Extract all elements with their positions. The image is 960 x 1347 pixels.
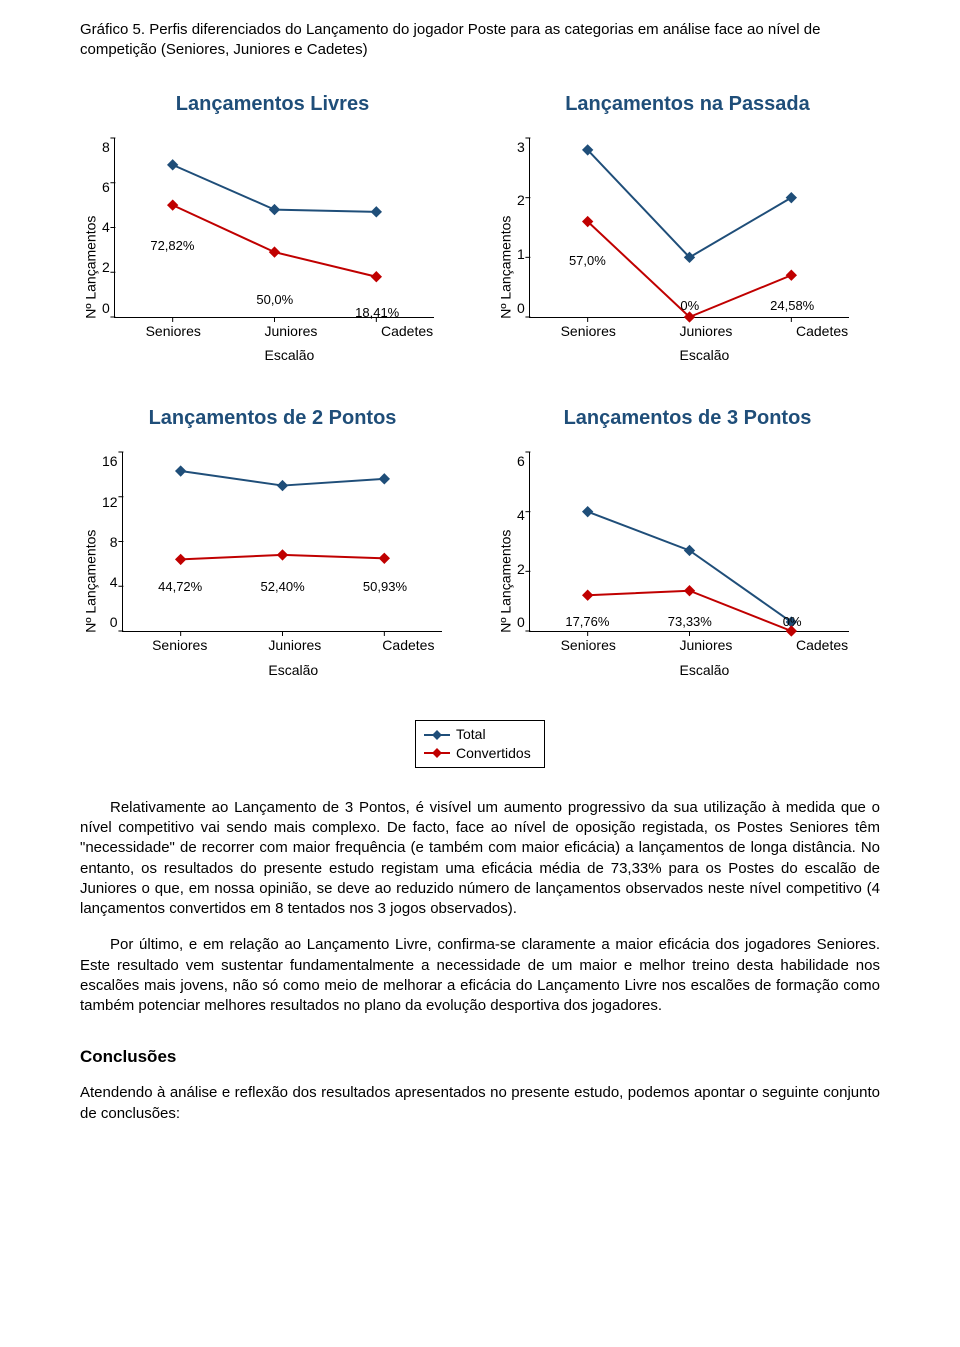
- paragraph-2: Por último, e em relação ao Lançamento L…: [80, 935, 880, 1016]
- x-axis-labels: SenioresJunioresCadetes: [529, 636, 880, 655]
- data-label: 72,82%: [150, 237, 194, 255]
- chart-title: Lançamentos na Passada: [495, 91, 880, 118]
- x-axis-title: Escalão: [114, 346, 465, 365]
- data-label: 24,58%: [770, 297, 814, 315]
- data-label: 0%: [783, 613, 802, 631]
- legend-line-convert: [424, 752, 450, 754]
- data-label: 57,0%: [569, 252, 606, 270]
- chart-2: Lançamentos de 2 Pontos Nº Lançamentos 1…: [80, 405, 465, 680]
- chart-3: Lançamentos de 3 Pontos Nº Lançamentos 6…: [495, 405, 880, 680]
- x-axis-labels: SenioresJunioresCadetes: [114, 322, 465, 341]
- x-axis-title: Escalão: [529, 661, 880, 680]
- legend-label-total: Total: [456, 725, 486, 744]
- legend-line-total: [424, 734, 450, 736]
- data-label: 44,72%: [158, 578, 202, 596]
- data-label: 50,0%: [256, 291, 293, 309]
- data-label: 52,40%: [261, 578, 305, 596]
- chart-0: Lançamentos Livres Nº Lançamentos 86420 …: [80, 91, 465, 366]
- y-axis-label: Nº Lançamentos: [80, 138, 102, 366]
- y-axis-label: Nº Lançamentos: [495, 452, 517, 680]
- paragraph-1: Relativamente ao Lançamento de 3 Pontos,…: [80, 798, 880, 920]
- data-label: 73,33%: [668, 613, 712, 631]
- legend-label-convert: Convertidos: [456, 744, 531, 763]
- x-axis-labels: SenioresJunioresCadetes: [122, 636, 465, 655]
- x-axis-title: Escalão: [529, 346, 880, 365]
- conclusions-intro: Atendendo à análise e reflexão dos resul…: [80, 1083, 880, 1124]
- data-label: 0%: [680, 297, 699, 315]
- chart-title: Lançamentos Livres: [80, 91, 465, 118]
- data-label: 18,41%: [355, 304, 399, 322]
- legend: Total Convertidos: [415, 720, 545, 768]
- chart-title: Lançamentos de 2 Pontos: [80, 405, 465, 432]
- figure-caption: Gráfico 5. Perfis diferenciados do Lança…: [80, 20, 880, 61]
- y-axis-label: Nº Lançamentos: [80, 452, 102, 680]
- y-axis-label: Nº Lançamentos: [495, 138, 517, 366]
- conclusions-heading: Conclusões: [80, 1046, 880, 1069]
- x-axis-labels: SenioresJunioresCadetes: [529, 322, 880, 341]
- x-axis-title: Escalão: [122, 661, 465, 680]
- chart-title: Lançamentos de 3 Pontos: [495, 405, 880, 432]
- chart-1: Lançamentos na Passada Nº Lançamentos 32…: [495, 91, 880, 366]
- data-label: 17,76%: [565, 613, 609, 631]
- data-label: 50,93%: [363, 578, 407, 596]
